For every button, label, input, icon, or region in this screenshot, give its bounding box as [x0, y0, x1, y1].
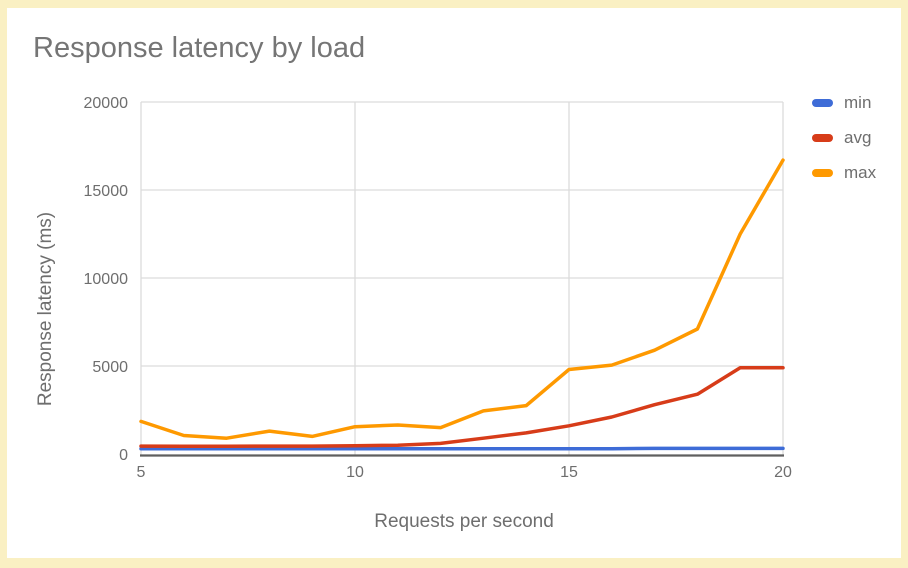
x-axis-title: Requests per second	[374, 511, 554, 532]
x-tick-label: 5	[137, 464, 146, 481]
y-tick-label: 15000	[84, 183, 129, 200]
legend: min avg max	[812, 92, 876, 184]
x-tick-label: 10	[346, 464, 364, 481]
x-tick-label: 15	[560, 464, 578, 481]
legend-item-max: max	[812, 162, 876, 184]
legend-swatch-min	[812, 99, 833, 107]
legend-item-avg: avg	[812, 127, 876, 149]
y-tick-label: 0	[119, 447, 128, 464]
y-tick-label: 5000	[92, 359, 128, 376]
y-tick-label: 10000	[84, 271, 129, 288]
chart-title: Response latency by load	[33, 32, 366, 64]
avg-series-line	[139, 366, 785, 449]
y-tick-label: 20000	[84, 95, 129, 112]
legend-swatch-avg	[812, 134, 833, 142]
legend-label-max: max	[844, 163, 877, 182]
y-axis-title: Response latency (ms)	[35, 211, 56, 407]
x-tick-label: 20	[774, 464, 792, 481]
max-series-line	[139, 158, 785, 440]
legend-label-min: min	[844, 93, 872, 112]
legend-item-min: min	[812, 92, 876, 114]
legend-swatch-max	[812, 169, 833, 177]
legend-label-avg: avg	[844, 128, 872, 147]
